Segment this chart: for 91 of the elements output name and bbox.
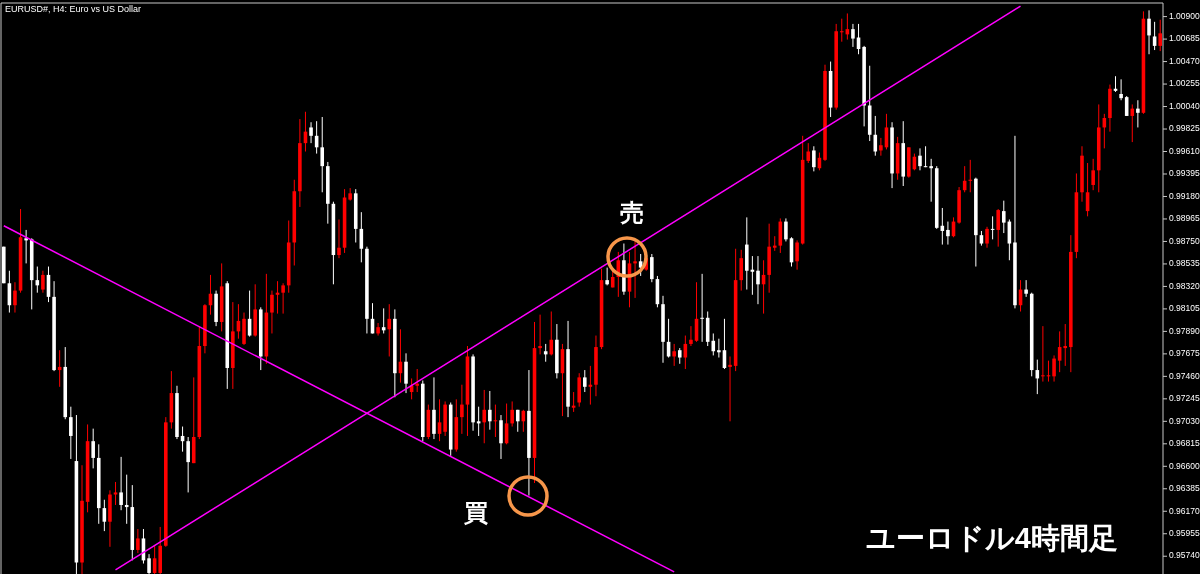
y-tick-label: 0.97460 [1169,370,1200,381]
candlestick [839,18,844,43]
y-tick-label: 0.96170 [1169,505,1200,516]
candlestick [806,142,811,164]
candlestick [633,240,637,299]
candlestick [795,239,799,271]
candlestick [281,282,285,315]
y-tick-label: 0.95740 [1169,550,1200,561]
candlestick [376,322,380,337]
candlestick [929,158,933,203]
candlestick [672,343,676,367]
candlestick [1147,9,1151,55]
candlestick [337,218,341,259]
candlestick [918,147,922,171]
y-tick-label: 0.97675 [1169,348,1200,359]
candlestick [320,116,325,193]
candlestick [605,267,609,286]
candlestick [1136,99,1140,128]
y-tick-label: 1.00255 [1169,78,1200,89]
candlestick [650,253,654,283]
candlestick [879,137,883,157]
candlestick [1002,200,1006,234]
candlestick [851,23,855,48]
y-tick-label: 0.99395 [1169,168,1200,179]
y-tick-label: 1.00040 [1169,100,1200,111]
y-tick-label: 0.98105 [1169,303,1200,314]
candlestick [1024,279,1028,298]
candlestick [270,290,274,334]
y-tick-label: 0.99610 [1169,145,1200,156]
candlestick [309,121,313,144]
candlestick [415,368,419,393]
y-tick-label: 0.98320 [1169,280,1200,291]
candlestick [186,436,190,493]
candlestick [147,553,151,574]
candlestick [968,159,973,193]
candlestick [13,281,17,314]
annotation: 売 [620,199,644,226]
y-tick-label: 0.96815 [1169,438,1200,449]
candlestick [1119,78,1123,101]
candlestick [1052,354,1056,383]
candlestick [41,270,45,294]
candlestick [1063,323,1068,367]
candlestick [549,311,554,356]
candlestick [812,145,816,172]
y-tick-label: 0.99180 [1169,190,1200,201]
candlestick [756,255,760,305]
y-tick-label: 0.99825 [1169,123,1200,134]
candlestick [1091,158,1095,191]
annotation: 買 [463,499,488,526]
y-tick-label: 0.97030 [1169,415,1200,426]
candlestick [728,355,732,422]
candlestick [583,369,587,393]
candlestick [946,221,950,246]
candlestick [91,428,95,469]
candlestick [119,456,123,511]
y-tick-label: 1.00900 [1169,10,1200,21]
annotation: ユーロドル4時間足 [865,522,1118,554]
candlestick [24,229,28,264]
candlestick [985,226,989,249]
candlestick [113,481,118,506]
candlestick [996,208,1000,248]
candlestick [387,303,392,357]
candlestick [538,314,542,355]
candlestick [488,390,492,431]
y-tick-label: 1.00685 [1169,33,1200,44]
candlestick [1041,325,1045,383]
y-tick-label: 0.98750 [1169,235,1200,246]
candlestick [404,352,408,394]
chart-title: EURUSD#, H4: Euro vs US Dollar [5,4,142,14]
candlestick [460,384,464,435]
y-tick-label: 0.97890 [1169,325,1200,336]
candlestick [1158,19,1162,52]
candlestick [739,249,743,292]
y-tick-label: 0.96600 [1169,460,1200,471]
candlestick [1130,103,1135,143]
candlestick [510,400,514,428]
y-tick-label: 0.96385 [1169,483,1200,494]
candlestick [482,389,487,444]
candlestick [717,338,721,359]
candlestick [784,217,788,242]
candlestick [499,414,503,460]
candlestick [689,325,693,347]
candlestick [700,273,704,343]
y-tick-label: 0.95955 [1169,527,1200,538]
y-tick-label: 1.00470 [1169,55,1200,66]
candlestick [69,406,73,460]
candlestick [136,528,140,554]
y-tick-label: 0.98535 [1169,258,1200,269]
y-tick-label: 0.97245 [1169,393,1200,404]
y-tick-label: 0.98965 [1169,213,1200,224]
candlestick [711,332,716,356]
